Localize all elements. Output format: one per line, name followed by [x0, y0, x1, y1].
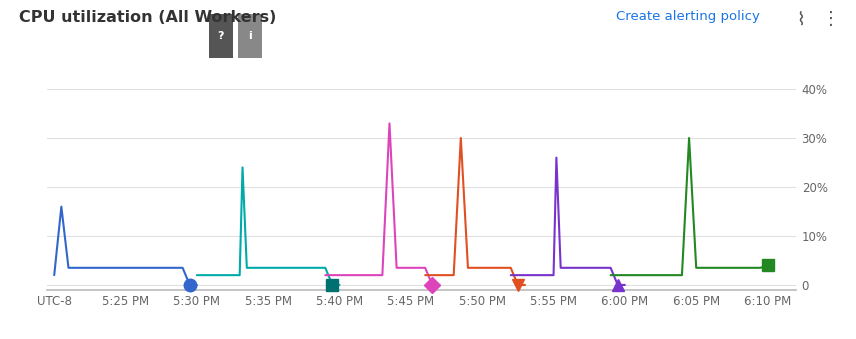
- Text: ⌇: ⌇: [796, 10, 805, 28]
- Circle shape: [210, 16, 232, 56]
- Circle shape: [239, 16, 261, 56]
- Text: CPU utilization (All Workers): CPU utilization (All Workers): [19, 10, 276, 25]
- Text: Create alerting policy: Create alerting policy: [616, 10, 760, 23]
- Text: ⋮: ⋮: [822, 10, 840, 28]
- Text: ?: ?: [217, 31, 224, 41]
- Text: i: i: [248, 31, 252, 41]
